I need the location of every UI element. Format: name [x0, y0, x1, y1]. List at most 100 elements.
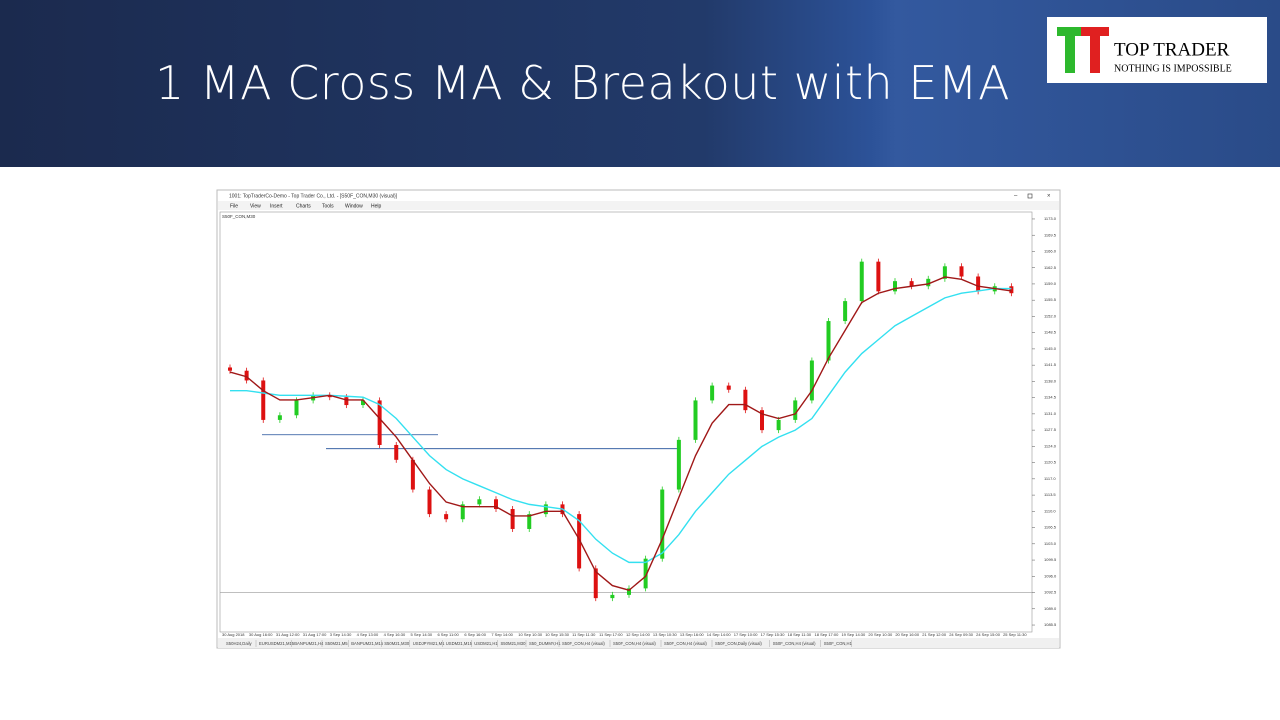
- y-tick-label: 1138.0: [1044, 378, 1057, 383]
- y-tick-label: 1103.0: [1044, 541, 1057, 546]
- menu-item[interactable]: Charts: [296, 203, 311, 209]
- x-tick-label: 20 Sep 10:30: [868, 632, 893, 637]
- chart-tab[interactable]: S50F_CON,Daily (visual): [715, 641, 762, 646]
- candle-body: [843, 301, 848, 322]
- chart-tab[interactable]: S50_DUMMY,H1: [529, 641, 561, 646]
- x-tick-label: 14 Sep 14:00: [707, 632, 732, 637]
- candle-body: [294, 400, 299, 416]
- chart-tab[interactable]: S50H24,Daily: [226, 641, 253, 646]
- x-tick-label: 10 Sep 15:30: [545, 632, 570, 637]
- x-tick-label: 31 Aug 12:00: [276, 632, 300, 637]
- candle-body: [427, 489, 432, 515]
- x-tick-label: 24 Sep 15:00: [976, 632, 1001, 637]
- y-tick-label: 1106.5: [1044, 525, 1057, 530]
- y-tick-label: 1124.0: [1044, 443, 1057, 448]
- menu-item[interactable]: Tools: [322, 203, 334, 209]
- plot-area: [219, 211, 1033, 633]
- candle-body: [660, 489, 665, 559]
- candle-body: [893, 281, 897, 292]
- menu-item[interactable]: Window: [345, 203, 363, 209]
- menu-item[interactable]: File: [230, 203, 238, 209]
- y-tick-label: 1113.5: [1044, 492, 1056, 497]
- y-tick-label: 1145.0: [1044, 346, 1057, 351]
- y-tick-label: 1155.5: [1044, 297, 1057, 302]
- candle-body: [377, 400, 382, 445]
- y-tick-label: 1173.0: [1044, 216, 1057, 221]
- chart-tab[interactable]: S50F_CON,H4 (visual): [562, 641, 605, 646]
- menu-bar: [218, 201, 1059, 210]
- x-tick-label: 4 Sep 13:00: [357, 632, 379, 637]
- chart-tab[interactable]: USDM21,H1: [474, 641, 498, 646]
- chart-tab[interactable]: S50M21,M30: [384, 641, 410, 646]
- y-tick-label: 1096.0: [1044, 573, 1057, 578]
- chart-tab[interactable]: BANPUM21,M15: [351, 641, 384, 646]
- chart-tab[interactable]: S50M21,M30: [501, 641, 527, 646]
- x-tick-label: 11 Sep 17:00: [599, 632, 623, 637]
- candle-body: [460, 504, 465, 520]
- x-tick-label: 7 Sep 14:00: [491, 632, 513, 637]
- chart-tab[interactable]: EURUSDM21,M15: [259, 641, 295, 646]
- candle-body: [942, 266, 947, 279]
- logo: TOP TRADER NOTHING IS IMPOSSIBLE: [1047, 17, 1267, 83]
- candle-body: [643, 558, 648, 589]
- y-tick-label: 1162.5: [1044, 265, 1057, 270]
- x-tick-label: 5 Sep 14:30: [411, 632, 433, 637]
- x-tick-label: 30 Aug 2018: [222, 632, 245, 637]
- x-tick-label: 25 Sep 11:30: [1003, 632, 1027, 637]
- x-tick-label: 31 Aug 17:00: [303, 632, 327, 637]
- x-tick-label: 19 Sep 14:30: [841, 632, 866, 637]
- candle-body: [477, 499, 482, 505]
- x-tick-label: 18 Sep 11:30: [788, 632, 812, 637]
- candle-body: [676, 439, 681, 490]
- chart-tab[interactable]: S50M21,M5: [325, 641, 348, 646]
- chart-tab[interactable]: S50F_CON,H1: [824, 641, 853, 646]
- candle-body: [793, 400, 798, 420]
- x-tick-label: 30 Aug 16:00: [249, 632, 273, 637]
- y-tick-label: 1099.5: [1044, 557, 1057, 562]
- candle-body: [444, 514, 449, 520]
- x-tick-label: 20 Sep 16:00: [895, 632, 920, 637]
- logo-tagline: NOTHING IS IMPOSSIBLE: [1114, 63, 1232, 74]
- candle-body: [261, 380, 266, 420]
- menu-item[interactable]: View: [250, 203, 261, 209]
- candle-body: [344, 397, 349, 406]
- y-tick-label: 1127.5: [1044, 427, 1057, 432]
- y-tick-label: 1117.0: [1044, 476, 1056, 481]
- menu-item[interactable]: Insert: [270, 203, 283, 209]
- chart-tab[interactable]: S50F_CON,H4 (visual): [664, 641, 707, 646]
- chart-tab[interactable]: S50F_CON,H4 (visual): [773, 641, 816, 646]
- candle-body: [693, 400, 698, 440]
- menu-item[interactable]: Help: [371, 203, 382, 209]
- chart-tab[interactable]: USDJPYM21,M1: [413, 641, 445, 646]
- y-tick-label: 1141.5: [1044, 362, 1057, 367]
- candle-body: [410, 459, 415, 490]
- x-tick-label: 18 Sep 17:00: [815, 632, 840, 637]
- candle-body: [277, 415, 282, 420]
- candle-body: [577, 514, 582, 569]
- minimize-button[interactable]: –: [1014, 194, 1018, 200]
- x-tick-label: 12 Sep 14:00: [626, 632, 651, 637]
- candle-body: [244, 370, 249, 381]
- y-tick-label: 1092.5: [1044, 590, 1057, 595]
- candle-body: [543, 504, 548, 515]
- x-tick-label: 11 Sep 11:30: [572, 632, 596, 637]
- chart-tab[interactable]: S50F_CON,H4 (visual): [613, 641, 656, 646]
- chart-tab[interactable]: BANPUM21,H4: [294, 641, 324, 646]
- y-tick-label: 1169.5: [1044, 232, 1057, 237]
- x-tick-label: 10 Sep 10:30: [518, 632, 543, 637]
- close-button[interactable]: ×: [1047, 194, 1051, 200]
- moving-average-line: [229, 276, 1012, 592]
- y-tick-label: 1085.5: [1044, 622, 1057, 627]
- slide-header: 1 MA Cross MA & Breakout with EMA TOP TR…: [0, 0, 1280, 167]
- candle-body: [809, 360, 814, 401]
- y-tick-label: 1152.0: [1044, 313, 1057, 318]
- candle-body: [510, 509, 515, 529]
- chart-tab[interactable]: USDM21,M15: [446, 641, 473, 646]
- x-tick-label: 17 Sep 15:30: [761, 632, 786, 637]
- candle-body: [361, 400, 365, 406]
- maximize-button[interactable]: [1027, 193, 1033, 199]
- logo-name: TOP TRADER: [1114, 39, 1230, 60]
- y-tick-label: 1134.5: [1044, 395, 1057, 400]
